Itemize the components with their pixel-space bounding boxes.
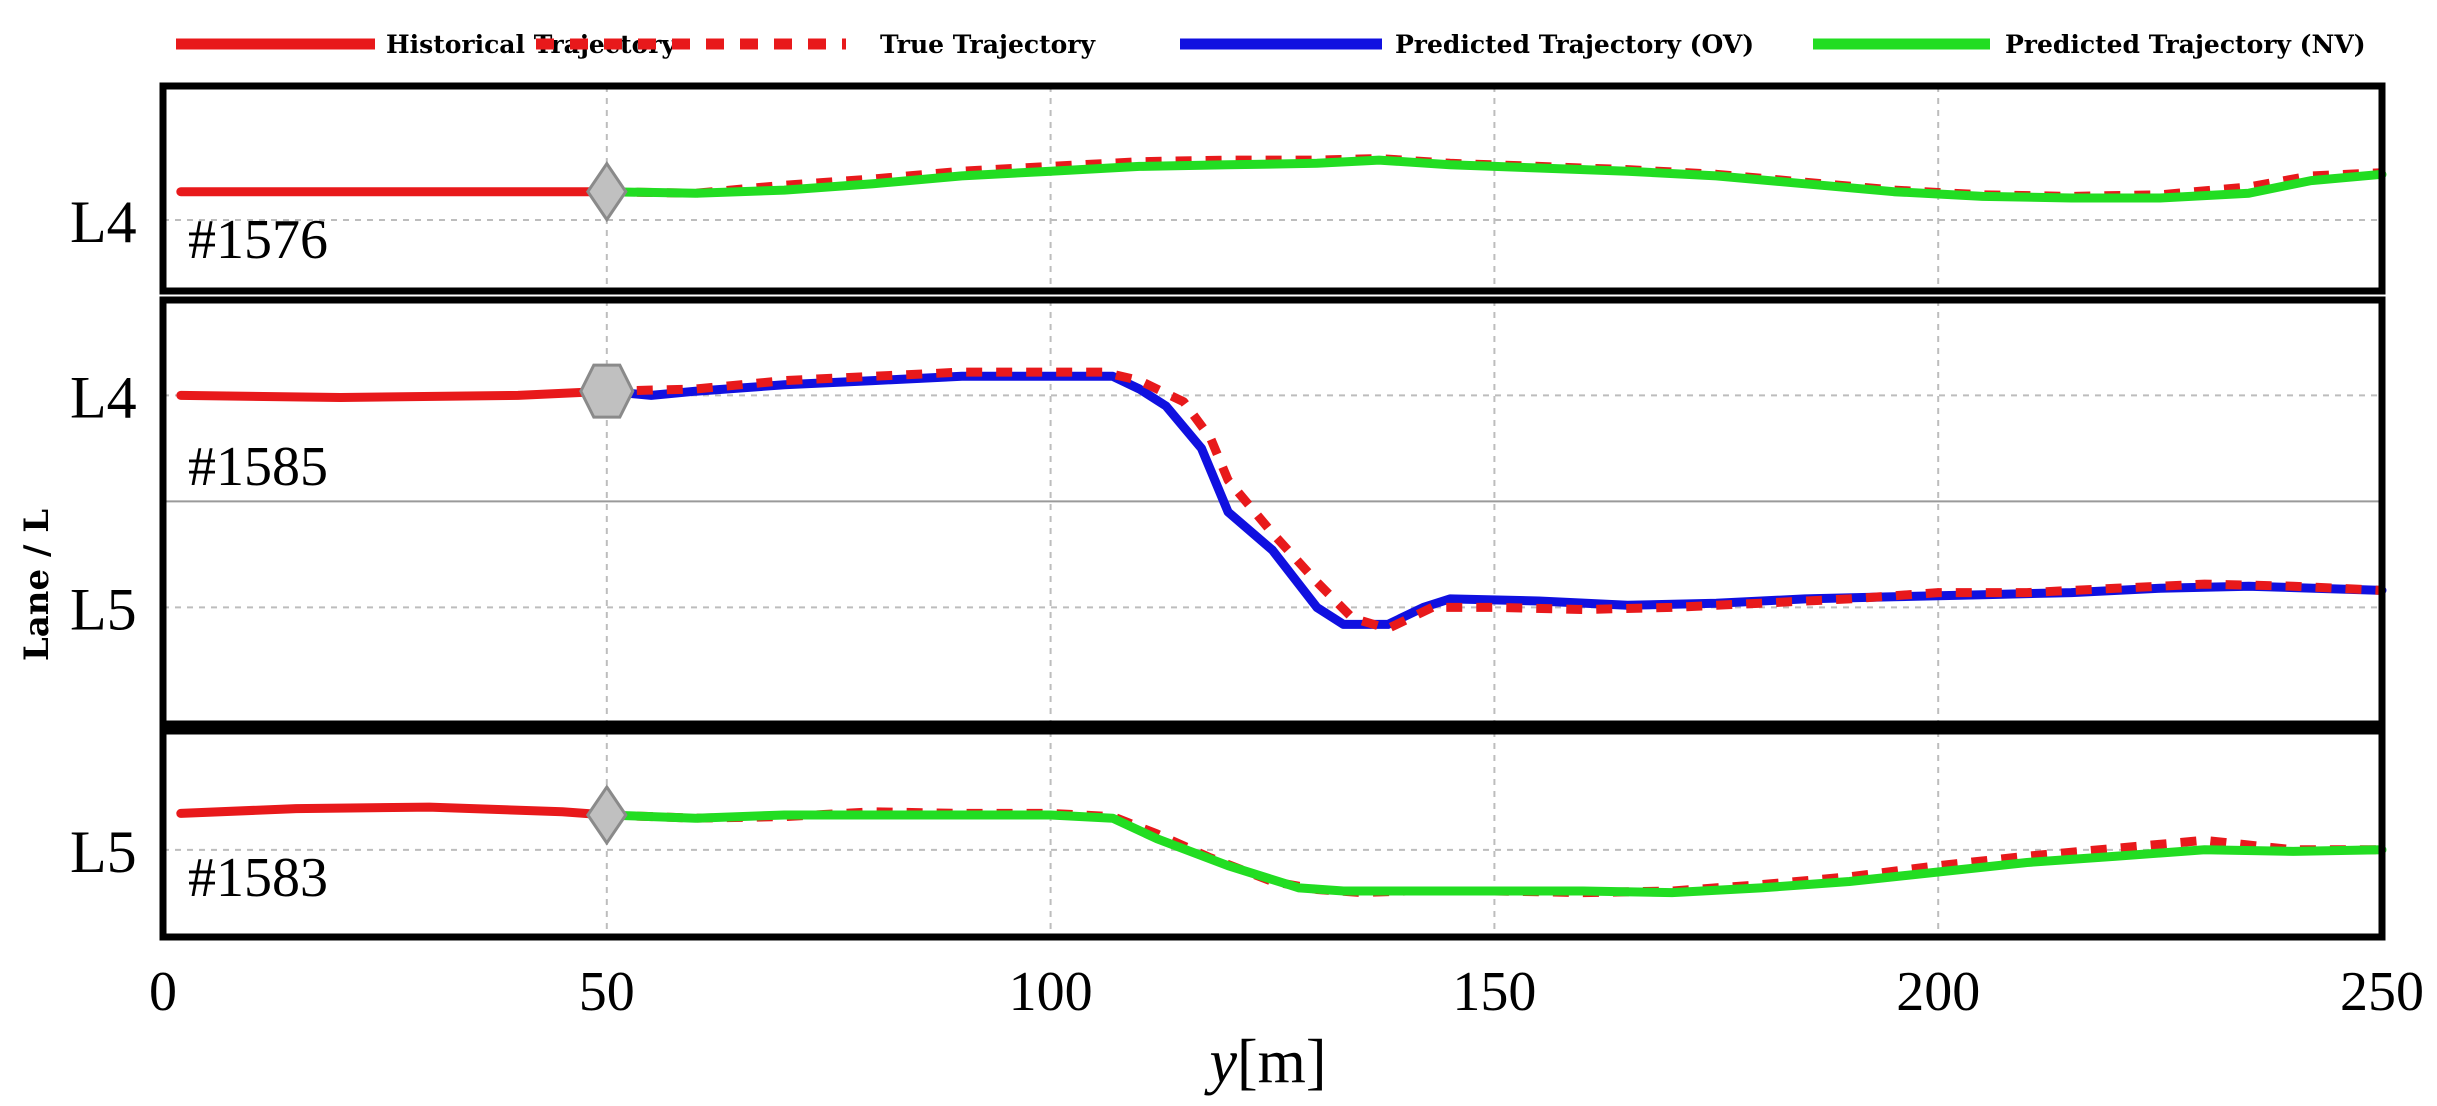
series-historical — [176, 802, 612, 820]
y-axis-label: Lane / L — [17, 509, 57, 661]
x-tick-label: 250 — [2340, 961, 2424, 1023]
x-axis-label-unit: [m] — [1237, 1028, 1327, 1096]
x-axis-label: y[m] — [1203, 1028, 1326, 1096]
lane-label: L5 — [70, 576, 137, 642]
series-predicted-nv — [602, 810, 2387, 898]
panel-1: L4 #1576 — [70, 82, 2387, 295]
vehicle-id: #1583 — [188, 847, 328, 909]
x-axis: 0 50 100 150 200 250 — [149, 961, 2424, 1023]
start-marker — [579, 363, 635, 419]
series-true — [606, 367, 2383, 634]
x-tick-label: 100 — [1009, 961, 1093, 1023]
x-tick-label: 50 — [579, 961, 635, 1023]
legend-label: True Trajectory — [880, 30, 1096, 59]
legend-label: Predicted Trajectory (OV) — [1395, 30, 1754, 59]
start-marker — [585, 784, 628, 846]
vehicle-id: #1576 — [188, 209, 328, 271]
series-predicted-nv — [602, 155, 2387, 203]
lane-label: L4 — [70, 189, 137, 255]
panel-border — [159, 727, 2386, 941]
panel-2: L4 L5 #1585 — [70, 296, 2387, 728]
x-tick-label: 200 — [1896, 961, 1980, 1023]
panels: L4 #1576 L4 L5 #1585 L5 #1583 — [70, 82, 2387, 941]
panel-3: L5 #1583 — [70, 727, 2387, 941]
lane-label: L5 — [70, 819, 137, 885]
legend: Historical Trajectory True Trajectory Pred… — [176, 30, 2366, 59]
start-marker — [585, 160, 628, 223]
x-axis-label-var: y — [1203, 1028, 1237, 1096]
legend-label: Predicted Trajectory (NV) — [2005, 30, 2366, 59]
panel-border — [159, 82, 2386, 295]
lane-label: L4 — [70, 364, 137, 430]
legend-label: Historical Trajectory — [386, 30, 677, 59]
x-tick-label: 0 — [149, 961, 177, 1023]
series-historical — [176, 386, 612, 402]
vehicle-id: #1585 — [188, 436, 328, 498]
panel-border — [159, 296, 2386, 728]
x-tick-label: 150 — [1452, 961, 1536, 1023]
